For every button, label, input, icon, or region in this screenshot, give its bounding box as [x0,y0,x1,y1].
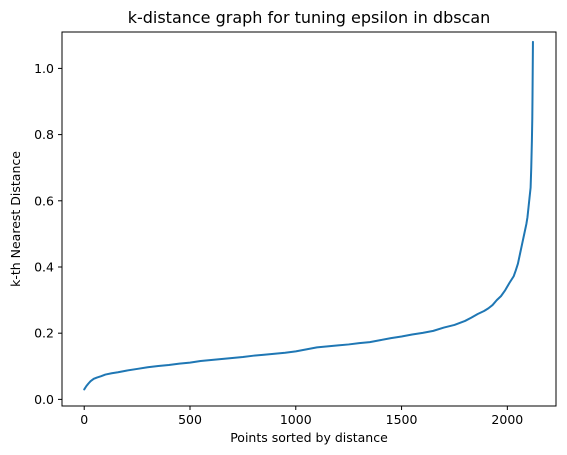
x-tick-label: 500 [178,412,202,427]
y-tick-label: 0.4 [34,259,54,274]
x-axis-label: Points sorted by distance [230,430,388,445]
y-axis: 0.0 0.2 0.4 0.6 0.8 1.0 [34,61,62,407]
y-tick-label: 1.0 [34,61,54,76]
y-tick-label: 0.8 [34,127,54,142]
x-tick-label: 1500 [386,412,418,427]
y-axis-label: k-th Nearest Distance [8,151,23,287]
y-tick-label: 0.6 [34,193,54,208]
x-axis: 0 500 1000 1500 2000 [80,406,523,427]
x-tick-label: 1000 [280,412,312,427]
y-tick-label: 0.2 [34,326,54,341]
plot-area [83,40,534,391]
chart-title: k-distance graph for tuning epsilon in d… [128,8,491,27]
y-tick-label: 0.0 [34,392,54,407]
x-tick-label: 2000 [491,412,523,427]
series-line [83,40,534,391]
axes-frame [61,31,557,407]
x-tick-label: 0 [80,412,88,427]
